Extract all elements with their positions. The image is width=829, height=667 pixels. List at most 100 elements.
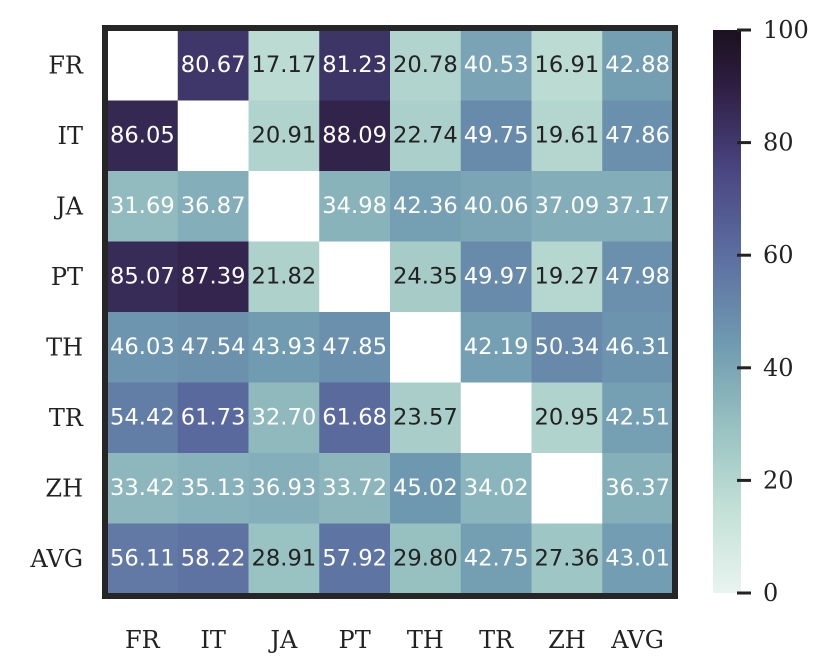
heatmap-cell-label: 34.02 — [464, 476, 529, 501]
heatmap-cell — [107, 241, 179, 313]
heatmap-cell-label: 24.35 — [393, 264, 458, 289]
colorbar-tick-label: 0 — [763, 579, 778, 607]
heatmap-cell — [319, 312, 391, 383]
y-axis-tick-labels: FR IT JA PT TH TR ZH AVG — [29, 51, 84, 573]
x-tick-label: ZH — [548, 626, 586, 654]
heatmap-cell-label: 87.39 — [181, 264, 246, 289]
x-tick-label: FR — [125, 626, 161, 654]
heatmap-cell — [177, 100, 249, 172]
x-tick-label: TH — [407, 626, 444, 654]
heatmap-cell — [107, 523, 179, 595]
heatmap-cell — [248, 453, 320, 524]
heatmap-cell-label: 21.82 — [252, 264, 317, 289]
x-tick-label: TR — [479, 626, 514, 654]
heatmap-cell-label: 36.37 — [605, 476, 670, 501]
heatmap-cell-label: 19.27 — [535, 264, 600, 289]
heatmap-cell — [390, 100, 462, 172]
heatmap-cell-label: 36.87 — [181, 194, 246, 219]
heatmap-cell — [319, 382, 391, 454]
heatmap-cell — [107, 382, 179, 454]
heatmap-cell-label: 16.91 — [535, 53, 600, 78]
heatmap-cell — [531, 453, 603, 524]
heatmap-cell — [177, 382, 249, 454]
heatmap-cell — [177, 453, 249, 524]
heatmap-cell — [177, 241, 249, 313]
heatmap-cell-label: 37.17 — [605, 194, 670, 219]
heatmap-cell — [390, 312, 462, 383]
heatmap-cell-label: 33.72 — [322, 476, 387, 501]
y-tick-label: AVG — [29, 545, 83, 573]
heatmap-cell-label: 88.09 — [322, 123, 387, 148]
colorbar-tick-label: 60 — [763, 241, 794, 269]
heatmap-cell — [319, 523, 391, 595]
colorbar-ticks: 0 20 40 60 80 100 — [737, 16, 809, 607]
heatmap-cell-label: 45.02 — [393, 476, 458, 501]
heatmap-cell-label: 32.70 — [252, 405, 317, 430]
heatmap-cell — [531, 30, 603, 101]
x-tick-label: PT — [339, 626, 371, 654]
heatmap-cell-label: 42.51 — [605, 405, 670, 430]
heatmap-cell-label: 80.67 — [181, 53, 246, 78]
colorbar-tick-label: 100 — [763, 16, 809, 44]
heatmap-cell-label: 50.34 — [535, 335, 600, 360]
heatmap-cell — [460, 100, 532, 172]
heatmap-cell-label: 58.22 — [181, 546, 246, 571]
y-tick-label: ZH — [45, 474, 83, 502]
y-tick-label: TR — [49, 404, 84, 432]
heatmap-cell — [107, 312, 179, 383]
heatmap-cell-label: 20.91 — [252, 123, 317, 148]
colorbar-tick-label: 20 — [763, 466, 794, 494]
heatmap-cell — [460, 382, 532, 454]
heatmap-cell — [602, 453, 674, 524]
heatmap-cell — [531, 100, 603, 172]
heatmap-cell-label: 37.09 — [535, 194, 600, 219]
heatmap-cell — [390, 30, 462, 101]
heatmap-cell-label: 47.54 — [181, 335, 246, 360]
heatmap-cell-label: 43.01 — [605, 546, 670, 571]
heatmap-cell — [177, 30, 249, 101]
heatmap-cell-label: 85.07 — [110, 264, 175, 289]
heatmap-cell — [460, 312, 532, 383]
heatmap-cell-label: 23.57 — [393, 405, 458, 430]
heatmap-cell-label: 27.36 — [535, 546, 600, 571]
heatmap-cell-label: 49.75 — [464, 123, 529, 148]
x-tick-label: JA — [267, 626, 298, 654]
y-tick-label: FR — [48, 51, 84, 79]
y-tick-label: JA — [53, 192, 84, 220]
heatmap-cell — [177, 312, 249, 383]
heatmap-cell-label: 57.92 — [322, 546, 387, 571]
heatmap-cell — [602, 100, 674, 172]
heatmap-cell-label: 17.17 — [252, 53, 317, 78]
heatmap-cell — [319, 30, 391, 101]
heatmap-cell-labels: 80.67 17.17 81.23 20.78 40.53 16.91 42.88 86.05… — [110, 53, 670, 572]
heatmap-cell-label: 36.93 — [252, 476, 317, 501]
heatmap-cell — [177, 523, 249, 595]
heatmap-cell — [107, 171, 179, 242]
y-tick-label: TH — [46, 333, 83, 361]
heatmap-cell — [460, 171, 532, 242]
heatmap-cell — [319, 241, 391, 313]
heatmap-cell — [248, 523, 320, 595]
colorbar — [713, 30, 741, 593]
heatmap-cell-label: 86.05 — [110, 123, 175, 148]
heatmap-cell — [319, 453, 391, 524]
heatmap-cell-label: 42.19 — [464, 335, 529, 360]
heatmap-cell-label: 35.13 — [181, 476, 246, 501]
heatmap-cell — [460, 523, 532, 595]
colorbar-tick-label: 80 — [763, 129, 794, 157]
heatmap-cell — [319, 100, 391, 172]
heatmap-cell — [248, 100, 320, 172]
heatmap-cell — [248, 312, 320, 383]
heatmap-cell — [531, 382, 603, 454]
heatmap-cell — [531, 523, 603, 595]
x-tick-label: AVG — [610, 626, 664, 654]
heatmap-cell-label: 42.88 — [605, 53, 670, 78]
heatmap-cell — [531, 171, 603, 242]
heatmap-cell — [602, 523, 674, 595]
heatmap-cell — [390, 171, 462, 242]
heatmap-cell-label: 40.06 — [464, 194, 529, 219]
colorbar-tick-label: 40 — [763, 354, 794, 382]
heatmap-cell — [390, 523, 462, 595]
heatmap-cell — [531, 241, 603, 313]
